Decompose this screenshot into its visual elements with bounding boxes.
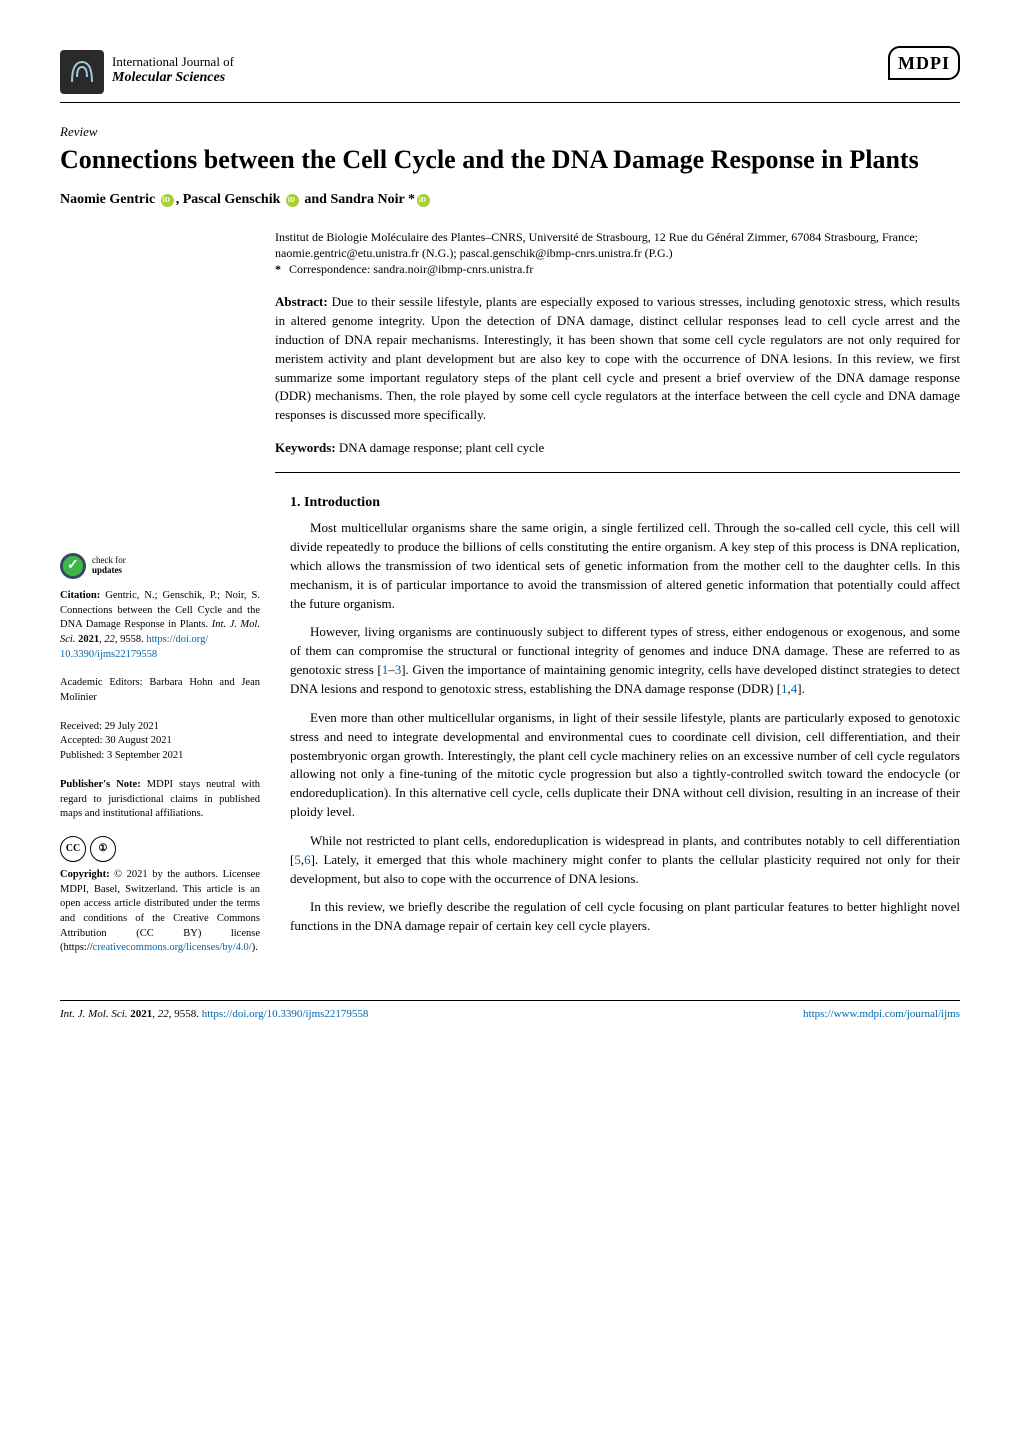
- check-updates-icon: [60, 553, 86, 579]
- keywords-label: Keywords:: [275, 440, 336, 455]
- footer-citation: Int. J. Mol. Sci.: [60, 1008, 128, 1020]
- cc-url-link[interactable]: creativecommons.org/licenses/by/4.0/: [93, 942, 252, 953]
- journal-logo-icon: [60, 50, 104, 94]
- ref-link-1b[interactable]: 1: [781, 681, 788, 696]
- copyright-label: Copyright:: [60, 869, 110, 880]
- citation-block: Citation: Gentric, N.; Genschik, P.; Noi…: [60, 589, 260, 662]
- page-header: International Journal of Molecular Scien…: [60, 50, 960, 103]
- ref-link-3[interactable]: 3: [395, 662, 402, 677]
- sidebar: check for updates Citation: Gentric, N.;…: [60, 493, 260, 970]
- mdpi-logo: MDPI: [888, 46, 960, 80]
- footer-doi-link[interactable]: https://doi.org/10.3390/ijms22179558: [202, 1008, 369, 1020]
- publisher-note-label: Publisher's Note:: [60, 779, 141, 790]
- accepted-date: Accepted: 30 August 2021: [60, 734, 260, 749]
- intro-p5: In this review, we briefly describe the …: [290, 898, 960, 936]
- keywords: Keywords: DNA damage response; plant cel…: [275, 439, 960, 458]
- journal-block: International Journal of Molecular Scien…: [60, 50, 234, 94]
- abstract-label: Abstract:: [275, 294, 328, 309]
- check-updates-text: check for updates: [92, 556, 126, 576]
- intro-p1: Most multicellular organisms share the s…: [290, 519, 960, 613]
- intro-p2: However, living organisms are continuous…: [290, 623, 960, 698]
- published-date: Published: 3 September 2021: [60, 749, 260, 764]
- orcid-icon[interactable]: [161, 194, 174, 207]
- ref-link-5[interactable]: 5: [294, 852, 301, 867]
- journal-line2: Molecular Sciences: [112, 70, 234, 87]
- dates-block: Received: 29 July 2021 Accepted: 30 Augu…: [60, 720, 260, 764]
- orcid-icon[interactable]: [286, 194, 299, 207]
- cc-icon: CC: [60, 836, 86, 862]
- received-date: Received: 29 July 2021: [60, 720, 260, 735]
- abstract-text: Due to their sessile lifestyle, plants a…: [275, 294, 960, 422]
- intro-p3: Even more than other multicellular organ…: [290, 709, 960, 822]
- ref-link-6[interactable]: 6: [304, 852, 311, 867]
- authors: Naomie Gentric , Pascal Genschik and San…: [60, 190, 960, 210]
- section-1-heading: 1. Introduction: [290, 493, 960, 513]
- keywords-text: DNA damage response; plant cell cycle: [339, 440, 544, 455]
- check-for-updates[interactable]: check for updates: [60, 553, 260, 579]
- editors-label: Academic Editors:: [60, 677, 143, 688]
- copyright-block: Copyright: © 2021 by the authors. Licens…: [60, 868, 260, 956]
- cc-license-icons: CC ①: [60, 836, 260, 862]
- orcid-icon[interactable]: [417, 194, 430, 207]
- keywords-rule: [275, 472, 960, 473]
- publisher-note-block: Publisher's Note: MDPI stays neutral wit…: [60, 778, 260, 822]
- abstract: Abstract: Due to their sessile lifestyle…: [275, 293, 960, 425]
- affiliation-block: Institut de Biologie Moléculaire des Pla…: [275, 229, 960, 278]
- correspondence: Correspondence: sandra.noir@ibmp-cnrs.un…: [289, 261, 533, 277]
- footer-journal-link[interactable]: https://www.mdpi.com/journal/ijms: [803, 1008, 960, 1020]
- journal-name: International Journal of Molecular Scien…: [112, 50, 234, 86]
- by-icon: ①: [90, 836, 116, 862]
- article-title: Connections between the Cell Cycle and t…: [60, 144, 960, 177]
- intro-p4: While not restricted to plant cells, end…: [290, 832, 960, 889]
- editors-block: Academic Editors: Barbara Hohn and Jean …: [60, 676, 260, 705]
- page-footer: Int. J. Mol. Sci. 2021, 22, 9558. https:…: [60, 1000, 960, 1023]
- article-type: Review: [60, 123, 960, 142]
- citation-label: Citation:: [60, 590, 100, 601]
- affiliation-text: Institut de Biologie Moléculaire des Pla…: [275, 229, 960, 261]
- ref-link-4[interactable]: 4: [791, 681, 798, 696]
- journal-line1: International Journal of: [112, 54, 234, 70]
- citation-doi-link[interactable]: https://doi.org/: [146, 634, 208, 645]
- footer-right: https://www.mdpi.com/journal/ijms: [803, 1007, 960, 1023]
- ref-link-1[interactable]: 1: [382, 662, 389, 677]
- footer-left: Int. J. Mol. Sci. 2021, 22, 9558. https:…: [60, 1007, 368, 1023]
- main-content: 1. Introduction Most multicellular organ…: [290, 493, 960, 970]
- correspondence-marker: *: [275, 261, 289, 277]
- check-l2: updates: [92, 566, 126, 576]
- citation-doi-link-2[interactable]: 10.3390/ijms22179558: [60, 649, 157, 660]
